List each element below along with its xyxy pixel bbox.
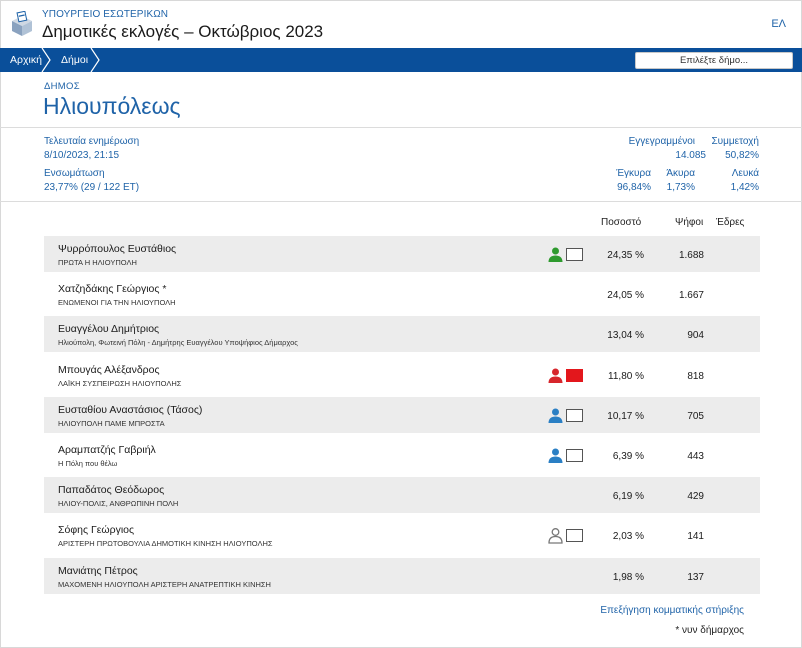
- integration-value: 23,77% (29 / 122 ΕΤ): [44, 182, 140, 193]
- turnout-label: Συμμετοχή: [711, 136, 759, 147]
- breadcrumb-municipalities[interactable]: Δήμοι: [61, 54, 89, 66]
- municipality-name: Ηλιουπόλεως: [43, 93, 181, 119]
- votes-value: 705: [687, 410, 704, 422]
- last-update-value: 8/10/2023, 21:15: [44, 150, 120, 161]
- candidate-name: Ψυρρόπουλος Ευστάθιος: [58, 243, 177, 255]
- percent-value: 24,35 %: [607, 250, 644, 261]
- votes-value: 137: [687, 571, 704, 583]
- table-row[interactable]: Παπαδάτος Θεόδωρος ΗΛΙΟΥ-ΠΟΛΙΣ, ΑΝΘΡΩΠΙΝΗ…: [44, 477, 760, 514]
- language-switch[interactable]: ΕΛ: [771, 18, 786, 30]
- votes-value: 1.667: [678, 290, 704, 302]
- chevron-right-icon: [90, 48, 100, 72]
- table-row[interactable]: Ευσταθίου Αναστάσιος (Τάσος) ΗΛΙΟΥΠΟΛΗ ΠΑ…: [44, 396, 760, 433]
- integration-label: Ενσωμάτωση: [44, 168, 105, 179]
- percent-value: 11,80 %: [608, 370, 644, 382]
- party-name: ΜΑΧΟΜΕΝΗ ΗΛΙΟΥΠΟΛΗ ΑΡΙΣΤΕΡΗ ΑΝΑΤΡΕΠΤΙΚΗ …: [58, 579, 271, 589]
- party-flag-icon: [566, 368, 583, 382]
- blank-label: Λευκά: [731, 168, 759, 179]
- percent-value: 1,98 %: [612, 571, 644, 583]
- turnout-value: 50,82%: [725, 150, 759, 161]
- footnote: * νυν δήμαρχος: [675, 625, 744, 636]
- ballot-box-icon: [12, 11, 32, 36]
- person-outline-icon: [547, 527, 564, 545]
- party-support-explanation-link[interactable]: Επεξήγηση κομματικής στήριξης: [600, 605, 744, 616]
- divider: [0, 127, 802, 128]
- person-icon: [547, 246, 564, 263]
- municipality-select[interactable]: Επιλέξτε δήμο...: [635, 52, 793, 69]
- table-row[interactable]: Ευαγγέλου Δημήτριος Ηλιούπολη, Φωτεινή Πό…: [44, 316, 760, 353]
- divider: [0, 201, 802, 202]
- invalid-value: 1,73%: [666, 182, 695, 193]
- party-flag-icon: [566, 529, 583, 543]
- party-name: Ηλιούπολη, Φωτεινή Πόλη - Δημήτρης Ευαγγ…: [58, 338, 298, 348]
- percent-value: 6,39 %: [612, 451, 644, 462]
- registered-label: Εγγεγραμμένοι: [628, 136, 695, 147]
- votes-value: 904: [687, 330, 704, 342]
- percent-value: 6,19 %: [612, 491, 644, 503]
- municipality-label: ΔΗΜΟΣ: [44, 81, 80, 92]
- header: ΥΠΟΥΡΓΕΙΟ ΕΣΩΤΕΡΙΚΩΝ Δημοτικές εκλογές –…: [0, 0, 802, 48]
- votes-value: 443: [687, 451, 704, 462]
- column-votes: Ψήφοι: [675, 217, 704, 228]
- person-icon: [547, 447, 564, 464]
- table-row[interactable]: Ψυρρόπουλος Ευστάθιος ΠΡΩΤΑ Η ΗΛΙΟΥΠΟΛΗ 24…: [44, 236, 760, 272]
- invalid-label: Άκυρα: [666, 168, 695, 179]
- party-flag-icon: [566, 248, 583, 261]
- valid-value: 96,84%: [617, 182, 651, 193]
- party-flag-icon: [566, 449, 583, 462]
- votes-value: 818: [687, 370, 704, 382]
- ministry-label: ΥΠΟΥΡΓΕΙΟ ΕΣΩΤΕΡΙΚΩΝ: [42, 9, 169, 20]
- breadcrumb-home[interactable]: Αρχική: [10, 54, 42, 66]
- percent-value: 13,04 %: [607, 330, 644, 342]
- votes-value: 429: [687, 491, 704, 503]
- votes-value: 1.688: [678, 250, 704, 261]
- person-icon: [547, 367, 564, 384]
- candidate-name: Μπουγάς Αλέξανδρος: [58, 363, 160, 376]
- candidate-name: Ευσταθίου Αναστάσιος (Τάσος): [58, 403, 203, 416]
- registered-value: 14.085: [675, 150, 706, 161]
- table-row[interactable]: Μανιάτης Πέτρος ΜΑΧΟΜΕΝΗ ΗΛΙΟΥΠΟΛΗ ΑΡΙΣΤΕ…: [44, 557, 760, 594]
- app-title[interactable]: Δημοτικές εκλογές – Οκτώβριος 2023: [42, 22, 324, 41]
- candidate-name: Χατζηδάκης Γεώργιος *: [58, 283, 167, 296]
- blank-value: 1,42%: [730, 182, 759, 193]
- percent-value: 24,05 %: [607, 290, 644, 302]
- chevron-right-icon: [41, 48, 51, 72]
- party-name: ΠΡΩΤΑ Η ΗΛΙΟΥΠΟΛΗ: [58, 258, 137, 267]
- party-name: ΑΡΙΣΤΕΡΗ ΠΡΩΤΟΒΟΥΛΙΑ ΔΗΜΟΤΙΚΗ ΚΙΝΗΣΗ ΗΛΙ…: [58, 539, 273, 549]
- table-row[interactable]: Χατζηδάκης Γεώργιος * ΕΝΩΜΕΝΟΙ ΓΙΑ ΤΗΝ ΗΛ…: [44, 276, 760, 312]
- party-name: ΕΝΩΜΕΝΟΙ ΓΙΑ ΤΗΝ ΗΛΙΟΥΠΟΛΗ: [58, 298, 176, 308]
- candidate-name: Μανιάτης Πέτρος: [58, 564, 138, 577]
- candidate-name: Αραμπατζής Γαβριήλ: [58, 444, 156, 456]
- person-icon: [547, 407, 564, 424]
- table-row[interactable]: Αραμπατζής Γαβριήλ Η Πόλη που θέλω 6,39 % 4…: [44, 437, 760, 473]
- candidate-name: Σόφης Γεώργιος: [58, 524, 135, 537]
- candidate-name: Παπαδάτος Θεόδωρος: [58, 484, 165, 497]
- party-name: ΗΛΙΟΥ-ΠΟΛΙΣ, ΑΝΘΡΩΠΙΝΗ ΠΟΛΗ: [58, 499, 179, 509]
- valid-label: Έγκυρα: [616, 168, 651, 179]
- votes-value: 141: [687, 531, 704, 543]
- party-flag-icon: [566, 408, 583, 422]
- column-seats: Έδρες: [716, 217, 745, 228]
- table-row[interactable]: Μπουγάς Αλέξανδρος ΛΑΪΚΗ ΣΥΣΠΕΙΡΩΣΗ ΗΛΙΟΥ…: [44, 357, 760, 393]
- last-update-label: Τελευταία ενημέρωση: [44, 136, 140, 147]
- candidate-name: Ευαγγέλου Δημήτριος: [58, 323, 160, 336]
- party-name: ΛΑΪΚΗ ΣΥΣΠΕΙΡΩΣΗ ΗΛΙΟΥΠΟΛΗΣ: [58, 378, 182, 388]
- party-name: ΗΛΙΟΥΠΟΛΗ ΠΑΜΕ ΜΠΡΟΣΤΑ: [58, 418, 165, 428]
- column-percent: Ποσοστό: [601, 217, 642, 228]
- table-row[interactable]: Σόφης Γεώργιος ΑΡΙΣΤΕΡΗ ΠΡΩΤΟΒΟΥΛΙΑ ΔΗΜΟΤ…: [44, 517, 760, 553]
- party-name: Η Πόλη που θέλω: [58, 459, 118, 468]
- percent-value: 10,17 %: [607, 410, 644, 422]
- percent-value: 2,03 %: [612, 531, 644, 543]
